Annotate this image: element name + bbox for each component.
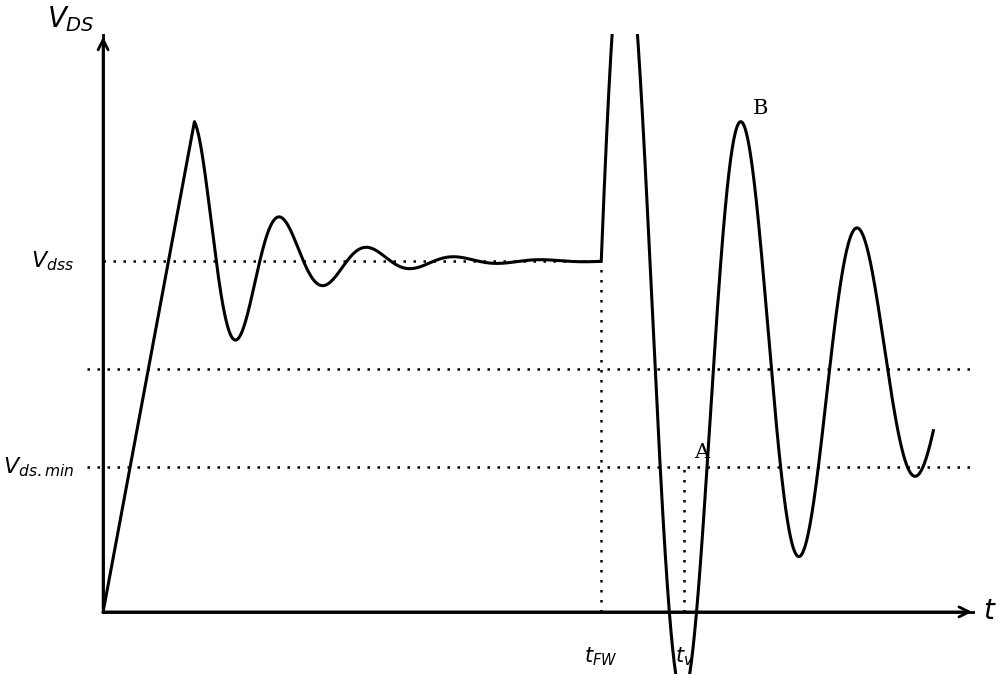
Text: $t_{FW}$: $t_{FW}$ [584,645,618,668]
Text: $V_{ds.min}$: $V_{ds.min}$ [3,456,74,479]
Text: $t_v$: $t_v$ [675,645,694,668]
Text: $t$: $t$ [983,599,997,625]
Text: A: A [694,443,709,462]
Text: B: B [752,98,768,117]
Text: $V_{dss}$: $V_{dss}$ [31,250,74,273]
Text: $V_{DS}$: $V_{DS}$ [47,4,95,34]
